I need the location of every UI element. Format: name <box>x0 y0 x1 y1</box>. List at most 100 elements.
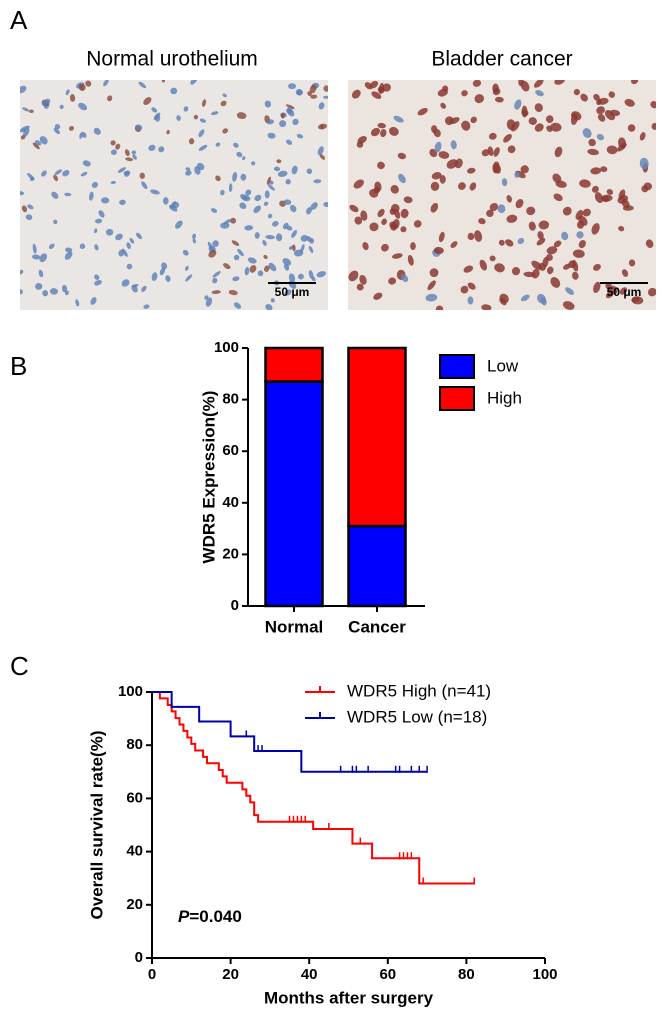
nucleus <box>356 141 364 148</box>
nucleus <box>550 122 562 132</box>
nucleus <box>115 233 123 241</box>
nucleus <box>279 120 287 128</box>
nucleus <box>596 106 605 115</box>
nucleus <box>492 87 501 96</box>
y-tick-label: 60 <box>126 789 143 806</box>
nucleus <box>362 242 369 251</box>
nucleus <box>165 275 171 282</box>
nucleus <box>228 183 233 193</box>
nucleus <box>284 289 292 296</box>
nucleus <box>265 303 273 310</box>
nucleus <box>277 170 288 177</box>
nucleus <box>94 274 100 281</box>
nucleus <box>78 102 88 111</box>
nucleus <box>398 173 406 184</box>
nucleus <box>520 165 529 174</box>
nucleus <box>526 206 536 216</box>
nucleus <box>264 190 270 199</box>
nucleus <box>192 233 197 239</box>
nucleus <box>507 145 516 154</box>
nucleus <box>188 138 195 145</box>
nucleus <box>313 179 322 184</box>
nucleus <box>518 80 524 87</box>
nucleus <box>294 249 304 257</box>
nucleus <box>32 142 40 150</box>
nucleus <box>349 204 359 213</box>
nucleus <box>270 298 275 303</box>
nucleus <box>291 229 298 238</box>
nucleus <box>220 100 227 107</box>
nucleus <box>150 189 160 195</box>
nucleus <box>310 202 318 210</box>
nucleus <box>622 205 634 211</box>
nucleus <box>295 88 303 96</box>
x-tick-label: 20 <box>222 966 239 983</box>
nucleus <box>446 159 458 169</box>
y-tick-label: 20 <box>126 896 143 913</box>
nucleus <box>467 167 476 174</box>
nucleus <box>510 121 520 132</box>
nucleus <box>64 251 73 260</box>
nucleus <box>503 134 512 143</box>
p-text: =0.040 <box>189 907 241 926</box>
nucleus <box>631 296 640 302</box>
nucleus <box>39 136 48 145</box>
nucleus <box>148 144 156 151</box>
nucleus <box>88 191 94 201</box>
nucleus <box>624 98 635 107</box>
nucleus <box>121 248 128 257</box>
nucleus <box>126 263 133 270</box>
nucleus <box>561 231 569 241</box>
nucleus <box>242 156 246 161</box>
nucleus <box>231 240 240 246</box>
nucleus <box>605 282 612 289</box>
nucleus <box>616 143 627 152</box>
nucleus <box>135 124 143 131</box>
nucleus <box>53 174 59 182</box>
nucleus <box>121 279 130 287</box>
nucleus <box>479 259 488 271</box>
nucleus <box>639 157 649 170</box>
nucleus <box>262 239 267 246</box>
nucleus <box>481 149 490 157</box>
nucleus <box>41 98 51 106</box>
nucleus <box>493 147 500 157</box>
nucleus <box>392 253 403 259</box>
nucleus <box>316 271 327 278</box>
nucleus <box>163 197 169 205</box>
legend-label: WDR5 High (n=41) <box>347 681 491 700</box>
nucleus <box>129 237 135 244</box>
nucleus <box>233 142 239 148</box>
nucleus <box>606 189 614 195</box>
nucleus <box>101 197 110 204</box>
nucleus <box>552 173 562 184</box>
nucleus <box>582 208 591 217</box>
nucleus <box>65 247 73 253</box>
nucleus <box>170 87 178 95</box>
nucleus <box>323 201 328 208</box>
nucleus <box>370 127 380 137</box>
scale-label: 50 μm <box>275 285 310 299</box>
nucleus <box>488 132 497 140</box>
y-tick-label: 40 <box>222 494 239 511</box>
nucleus <box>273 166 281 172</box>
nucleus <box>65 89 70 96</box>
nucleus <box>117 167 126 173</box>
y-tick-label: 0 <box>231 597 239 614</box>
nucleus <box>579 179 591 188</box>
nucleus <box>94 279 102 286</box>
nucleus <box>458 182 466 190</box>
nucleus <box>27 204 34 210</box>
nucleus <box>494 96 504 103</box>
nucleus <box>139 172 145 179</box>
nucleus <box>377 161 385 170</box>
nucleus <box>467 232 475 241</box>
nucleus <box>450 241 458 248</box>
nucleus <box>499 297 507 306</box>
nucleus <box>94 244 99 251</box>
nucleus <box>628 259 636 267</box>
nucleus <box>439 174 446 184</box>
scale-label: 50 μm <box>607 285 642 299</box>
micrograph <box>20 80 328 310</box>
panel-label: B <box>10 351 27 381</box>
